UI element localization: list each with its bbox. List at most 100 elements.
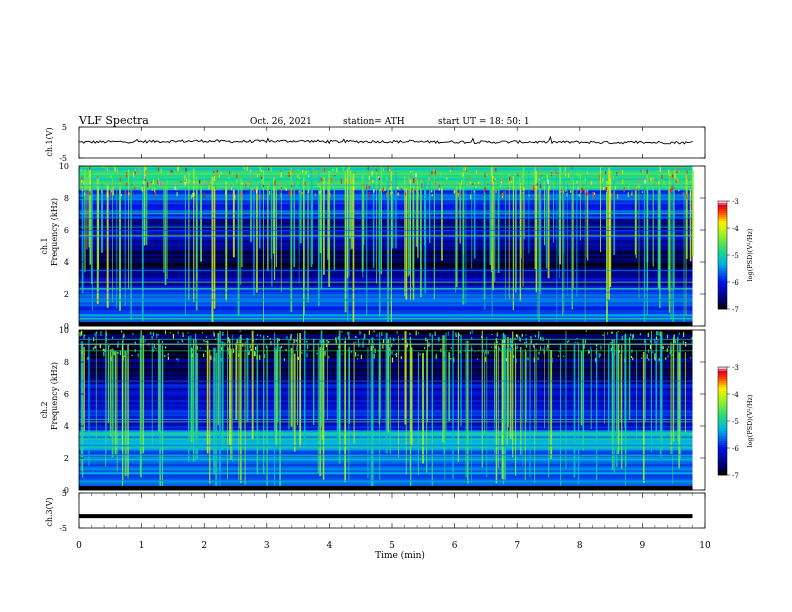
spectrogram-band [79,222,693,225]
spectrogram-speck [199,180,201,184]
spectrogram-speck [655,336,658,340]
time-axis: 0 1 2 3 4 5 6 7 8 9 10 [76,127,711,551]
spectrogram-speck [140,346,142,350]
spectrogram-speck [500,179,502,182]
spectrogram-speck [602,334,604,336]
spectrogram-speck [367,167,369,171]
spectrogram-band [79,284,693,287]
spectrogram-speck [682,340,684,342]
spectrogram-sferic [298,184,300,284]
spectrogram-speck [596,344,598,347]
spectrogram-speck [209,356,211,358]
spectrogram-speck [298,191,300,193]
spectrogram-speck [379,358,381,364]
spectrogram-sferic [534,346,536,483]
spectrogram-speck [609,193,611,197]
spectrogram-speck [659,357,661,361]
spectrogram-sferic [116,352,118,472]
spectrogram-sferic [348,176,350,276]
spectrogram-band [79,272,693,275]
spectrogram-sferic [114,351,117,455]
spectrogram-speck [297,169,299,171]
spectrogram-speck [213,176,216,181]
spectrogram-speck [248,183,250,186]
colorbar-swatch [718,437,727,440]
spectrogram-speck [530,336,532,339]
colorbar-swatch [718,451,727,454]
spectrogram-speck [538,167,541,171]
spectrogram-speck [144,339,146,343]
spectrogram-speck [600,345,602,350]
spectrogram-speck [382,168,384,172]
spectrogram-band [79,476,693,479]
spectrogram-speck [137,353,139,358]
spectrogram-speck [117,352,120,354]
spectrogram-speck [611,331,614,334]
spectrogram-speck [381,332,383,336]
spectrogram-speck [147,182,149,188]
spectrogram-speck [610,193,612,197]
spectrogram-speck [618,350,620,353]
spectrogram-speck [590,181,593,185]
spectrogram-speck [368,192,370,194]
spectrogram-speck [227,347,229,351]
spectrogram-sferic [307,188,309,303]
spectrogram-band [79,330,693,333]
spectrogram-speck [534,335,537,337]
spectrogram-speck [256,173,258,177]
colorbar-swatch [718,273,727,276]
spectrogram-band [79,316,693,319]
spectrogram-speck [269,338,271,340]
spectrogram-speck [102,348,105,351]
spectrogram-speck [106,168,108,172]
spectrogram-sferic [213,347,216,475]
spectrogram-speck [395,352,398,357]
spectrogram-speck [471,337,473,340]
spectrogram-speck [663,181,665,183]
spectrogram-speck [415,172,417,177]
spectrogram-speck [686,170,688,174]
spectrogram-speck [170,169,172,173]
spectrogram-speck [368,194,370,199]
colorbar-swatch [718,307,727,310]
spectrogram-speck [515,358,517,364]
spectrogram-sferic [290,347,293,427]
spectrogram-speck [167,356,169,360]
spectrogram-sferic [412,169,414,286]
spectrogram-speck [145,166,147,171]
spectrogram-speck [283,358,285,361]
ch1-spectrogram-panel: 0 2 4 6 8 10 ch.1 Frequency (kHz) [40,162,706,331]
spectrogram-sferic [405,188,408,301]
spectrogram-band [79,266,693,269]
spectrogram-speck [406,342,408,348]
spectrogram-sferic [613,173,615,255]
spectrogram-sferic [520,189,522,259]
colorbar-label: log(PSD)(V²/Hz) [746,394,754,447]
spectrogram-sferic [652,186,654,267]
spectrogram-speck [89,191,91,195]
spectrogram-speck [316,352,318,355]
spectrogram-band [79,176,693,179]
spectrogram-sferic [190,335,192,451]
spectrogram-speck [578,185,580,190]
spectrogram-speck [627,185,629,190]
spectrogram-speck [415,330,417,336]
spectrogram-speck [255,190,258,194]
spectrogram-sferic [573,344,576,478]
spectrogram-sferic [288,339,290,430]
spectrogram-band [79,258,693,261]
spectrogram-speck [669,182,671,185]
spectrogram-sferic [299,333,301,448]
spectrogram-speck [295,339,297,342]
spectrogram-speck [215,171,218,176]
spectrogram-speck [122,356,124,361]
spectrogram-speck [538,351,540,355]
colorbar-swatch [718,287,727,290]
spectrogram-speck [690,357,692,359]
spectrogram-tone [79,421,693,423]
spectrogram-sferic [279,346,281,488]
spectrogram-sferic [80,341,83,460]
spectrogram-speck [508,348,510,353]
spectrogram-speck [481,335,483,338]
colorbar-swatch [718,425,727,428]
